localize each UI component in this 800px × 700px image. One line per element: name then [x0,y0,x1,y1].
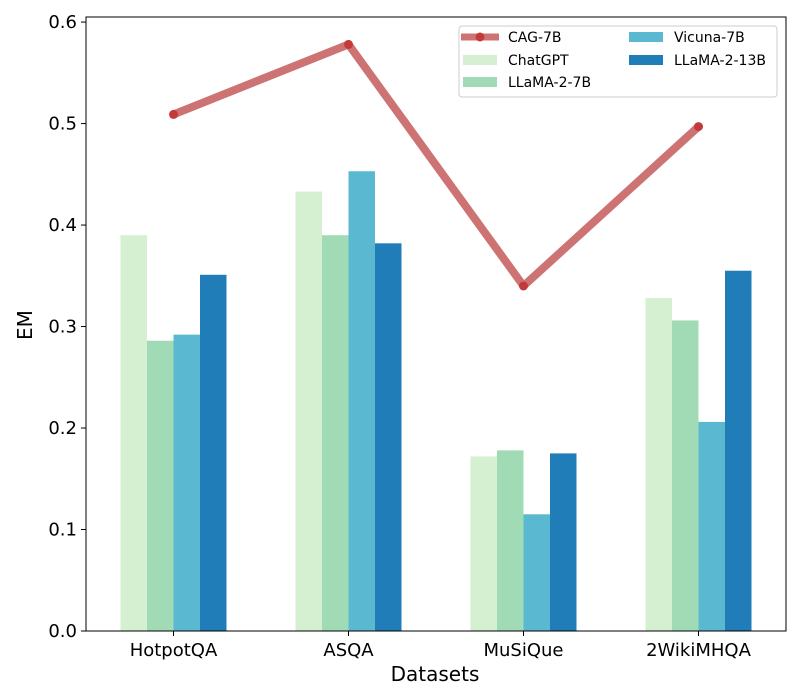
bar-chatgpt-hotpotqa [120,235,147,631]
y-tick-label: 0.3 [48,317,77,338]
bar-chatgpt-2wikimhqa [645,298,672,631]
y-tick-label: 0.6 [48,12,77,33]
legend-handle-swatch [629,55,663,65]
legend-label: CAG-7B [508,30,562,46]
x-tick-label: 2WikiMHQA [646,640,752,661]
bar-llama-2-13b-asqa [375,243,402,631]
bar-llama-2-7b-musique [497,450,524,631]
cag-7b-point-asqa [344,39,353,49]
x-axis-title: Datasets [391,662,480,686]
y-tick-label: 0.1 [48,520,77,541]
bar-chatgpt-musique [470,456,497,631]
cag-line [169,39,703,291]
x-tick-label: HotpotQA [130,640,218,661]
y-axis-title: EM [13,310,37,340]
legend-label: LLaMA-2-7B [508,75,591,91]
y-tick-label: 0.0 [48,621,77,642]
bar-llama-2-13b-hotpotqa [200,274,227,631]
bar-vicuna-7b-asqa [348,171,375,631]
bar-llama-2-13b-2wikimhqa [725,270,752,631]
y-tick-label: 0.5 [48,114,77,135]
cag-7b-point-hotpotqa [169,109,178,119]
bar-llama-2-7b-asqa [322,235,349,631]
legend-label: Vicuna-7B [674,30,745,46]
bars [120,171,752,632]
x-tick-label: ASQA [323,640,374,661]
bar-chatgpt-asqa [295,191,322,632]
cag-7b-line [172,40,702,290]
legend-handle-swatch [463,77,497,87]
bar-llama-2-7b-hotpotqa [147,340,174,631]
y-tick-label: 0.4 [48,215,77,236]
cag-7b-point-musique [519,281,528,291]
legend: CAG-7B ChatGPT LLaMA-2-7B Vicuna-7B LLaMA-2-… [458,25,778,98]
legend-handle-swatch [629,32,663,42]
x-tick-label: MuSiQue [483,640,563,661]
legend-handle-swatch [463,55,497,65]
axes-frame [85,16,787,632]
bar-llama-2-13b-musique [550,453,577,631]
legend-label: LLaMA-2-13B [674,53,766,69]
legend-box [458,25,778,98]
bar-llama-2-7b-2wikimhqa [672,320,699,631]
legend-handle-marker [475,32,485,42]
bar-vicuna-7b-musique [523,514,550,631]
axes: 0.0 0.1 0.2 0.3 0.4 0.5 0.6 HotpotQA ASQA MuSiQue… [48,12,787,661]
legend-label: ChatGPT [508,53,569,69]
bar-vicuna-7b-hotpotqa [173,334,200,631]
bar-vicuna-7b-2wikimhqa [698,421,725,631]
cag-7b-point-2wikimhqa [694,122,703,132]
y-tick-label: 0.2 [48,418,77,439]
